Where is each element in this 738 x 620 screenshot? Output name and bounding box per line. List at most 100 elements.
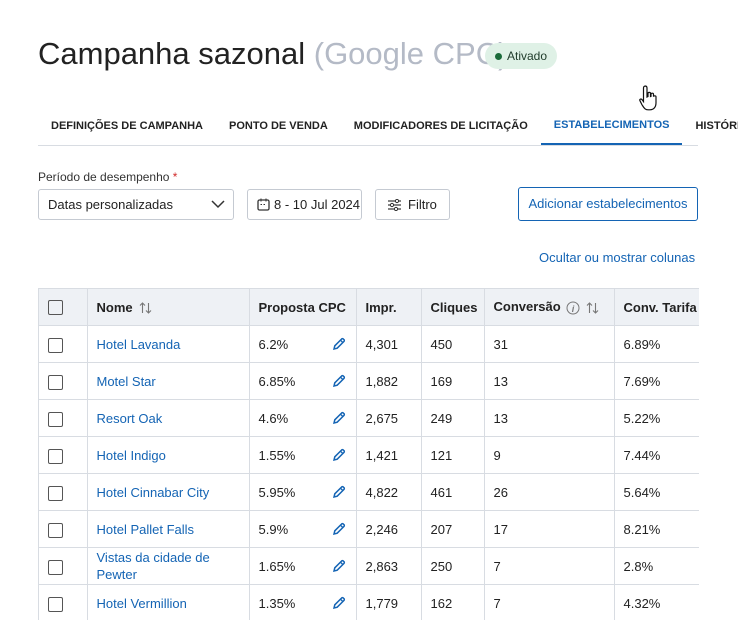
table-cell: 13 bbox=[484, 362, 615, 400]
select-cell bbox=[39, 362, 88, 400]
cell-text: 1,882 bbox=[365, 373, 399, 389]
cell-text: 6.85% bbox=[258, 373, 296, 389]
checkbox[interactable] bbox=[48, 485, 63, 501]
tab[interactable]: ESTABELECIMENTOS bbox=[540, 108, 683, 145]
column-title: Cliques bbox=[430, 299, 478, 315]
edit-icon[interactable] bbox=[332, 559, 346, 573]
table-cell: 1,779 bbox=[356, 584, 422, 620]
select-cell bbox=[39, 399, 88, 437]
cell-text: 4.32% bbox=[623, 595, 661, 611]
table-cell: 31 bbox=[484, 325, 615, 363]
cell-text: 5.64% bbox=[623, 484, 661, 500]
checkbox[interactable] bbox=[48, 374, 63, 390]
checkbox[interactable] bbox=[48, 300, 63, 316]
table-cell: 1.35% bbox=[249, 584, 357, 620]
hotel-link[interactable]: Hotel Lavanda bbox=[96, 336, 181, 352]
table-cell: 249 bbox=[421, 399, 485, 437]
table-body: Hotel Lavanda 6.2% 4,301 450 31 6.89% Motel St… bbox=[39, 325, 699, 620]
edit-icon[interactable] bbox=[332, 485, 346, 499]
table-cell: 2.8% bbox=[614, 547, 699, 585]
date-picker[interactable]: 8 - 10 Jul 2024 bbox=[247, 189, 362, 220]
sort-icon[interactable] bbox=[139, 302, 152, 314]
cell-text: 1.65% bbox=[258, 558, 296, 574]
filter-icon bbox=[388, 199, 401, 211]
cell-text: 2,246 bbox=[365, 521, 399, 537]
table-cell: 7 bbox=[484, 584, 615, 620]
cell-text: 8.21% bbox=[623, 521, 661, 537]
checkbox[interactable] bbox=[48, 411, 63, 427]
hotel-link[interactable]: Motel Star bbox=[96, 373, 156, 389]
hotel-link[interactable]: Hotel Indigo bbox=[96, 447, 166, 463]
checkbox[interactable] bbox=[48, 596, 63, 612]
tab[interactable]: DEFINIÇÕES DE CAMPANHA bbox=[51, 120, 203, 132]
select-cell bbox=[39, 436, 88, 474]
edit-icon[interactable] bbox=[332, 374, 346, 388]
table-cell: 1,421 bbox=[356, 436, 422, 474]
checkbox[interactable] bbox=[48, 522, 63, 538]
required-mark: * bbox=[172, 170, 178, 184]
cell-text: 1,779 bbox=[365, 595, 399, 611]
hotel-link[interactable]: Hotel Vermillion bbox=[96, 595, 187, 611]
table-cell: 250 bbox=[421, 547, 485, 585]
table-cell: 5.22% bbox=[614, 399, 699, 437]
column-header: Proposta CPC bbox=[249, 289, 357, 326]
table-cell: 5.64% bbox=[614, 473, 699, 511]
period-label: Período de desempenho * bbox=[38, 170, 177, 184]
table-cell: 207 bbox=[421, 510, 485, 548]
cell-text: 249 bbox=[430, 410, 453, 426]
tab-bar: DEFINIÇÕES DE CAMPANHA PONTO DE VENDA MODI… bbox=[38, 108, 738, 146]
select-text: Datas personalizadas bbox=[48, 197, 174, 212]
hotel-link[interactable]: Vistas da cidade de Pewter bbox=[96, 550, 210, 582]
edit-icon[interactable] bbox=[332, 337, 346, 351]
chevron-icon bbox=[211, 200, 225, 209]
cell-text: 121 bbox=[430, 447, 453, 463]
column-title: Nome bbox=[96, 299, 133, 315]
table-cell: 17 bbox=[484, 510, 615, 548]
cell-text: 2.8% bbox=[623, 558, 654, 574]
hotel-link[interactable]: Hotel Pallet Falls bbox=[96, 521, 195, 537]
cell-text: 169 bbox=[430, 373, 453, 389]
svg-text:i: i bbox=[571, 304, 574, 314]
checkbox[interactable] bbox=[48, 337, 63, 353]
table-cell: 2,246 bbox=[356, 510, 422, 548]
table-row: Hotel Vermillion 1.35% 1,779 162 7 4.32% bbox=[39, 584, 699, 620]
filter-button[interactable]: Filtro bbox=[375, 189, 450, 220]
table-cell: 4.32% bbox=[614, 584, 699, 620]
add-button[interactable]: Adicionar estabelecimentos bbox=[518, 187, 698, 221]
cell-text: 7.44% bbox=[623, 447, 661, 463]
edit-icon[interactable] bbox=[332, 411, 346, 425]
edit-icon[interactable] bbox=[332, 522, 346, 536]
cell-text: 13 bbox=[493, 410, 508, 426]
checkbox[interactable] bbox=[48, 559, 63, 575]
select-cell bbox=[39, 510, 88, 548]
column-header: Conv. Tarifa bbox=[614, 289, 699, 326]
info-icon[interactable]: i bbox=[566, 301, 580, 315]
table-cell: Hotel Indigo bbox=[87, 436, 250, 474]
cell-text: 7 bbox=[493, 558, 501, 574]
select-cell bbox=[39, 473, 88, 511]
table-cell: 121 bbox=[421, 436, 485, 474]
table-cell: 1.55% bbox=[249, 436, 357, 474]
tab[interactable]: MODIFICADORES DE LICITAÇÃO bbox=[353, 120, 528, 132]
checkbox[interactable] bbox=[48, 448, 63, 464]
cell-text: 2,863 bbox=[365, 558, 399, 574]
date-text: 8 - 10 Jul 2024 bbox=[274, 197, 361, 212]
table-cell: 26 bbox=[484, 473, 615, 511]
cell-text: 5.95% bbox=[258, 484, 296, 500]
table-cell: 4.6% bbox=[249, 399, 357, 437]
select-all-cell bbox=[39, 289, 88, 326]
range-select[interactable]: Datas personalizadas bbox=[38, 189, 234, 220]
tab[interactable]: PONTO DE VENDA bbox=[228, 120, 328, 132]
columns-link[interactable]: Ocultar ou mostrar colunas bbox=[539, 250, 696, 265]
hotel-link[interactable]: Resort Oak bbox=[96, 410, 163, 426]
data-table: Nome Proposta CPC Impr. Cliques Conversão i Co… bbox=[39, 289, 699, 620]
sort-icon[interactable] bbox=[586, 302, 599, 314]
hotel-link[interactable]: Hotel Cinnabar City bbox=[96, 484, 210, 500]
column-title: Impr. bbox=[365, 299, 397, 315]
edit-icon[interactable] bbox=[332, 448, 346, 462]
status-badge: Ativado bbox=[485, 43, 558, 69]
column-title: Proposta CPC bbox=[258, 299, 346, 315]
cell-text: 162 bbox=[430, 595, 453, 611]
tab[interactable]: HISTÓRICO bbox=[695, 120, 738, 132]
edit-icon[interactable] bbox=[332, 596, 346, 610]
